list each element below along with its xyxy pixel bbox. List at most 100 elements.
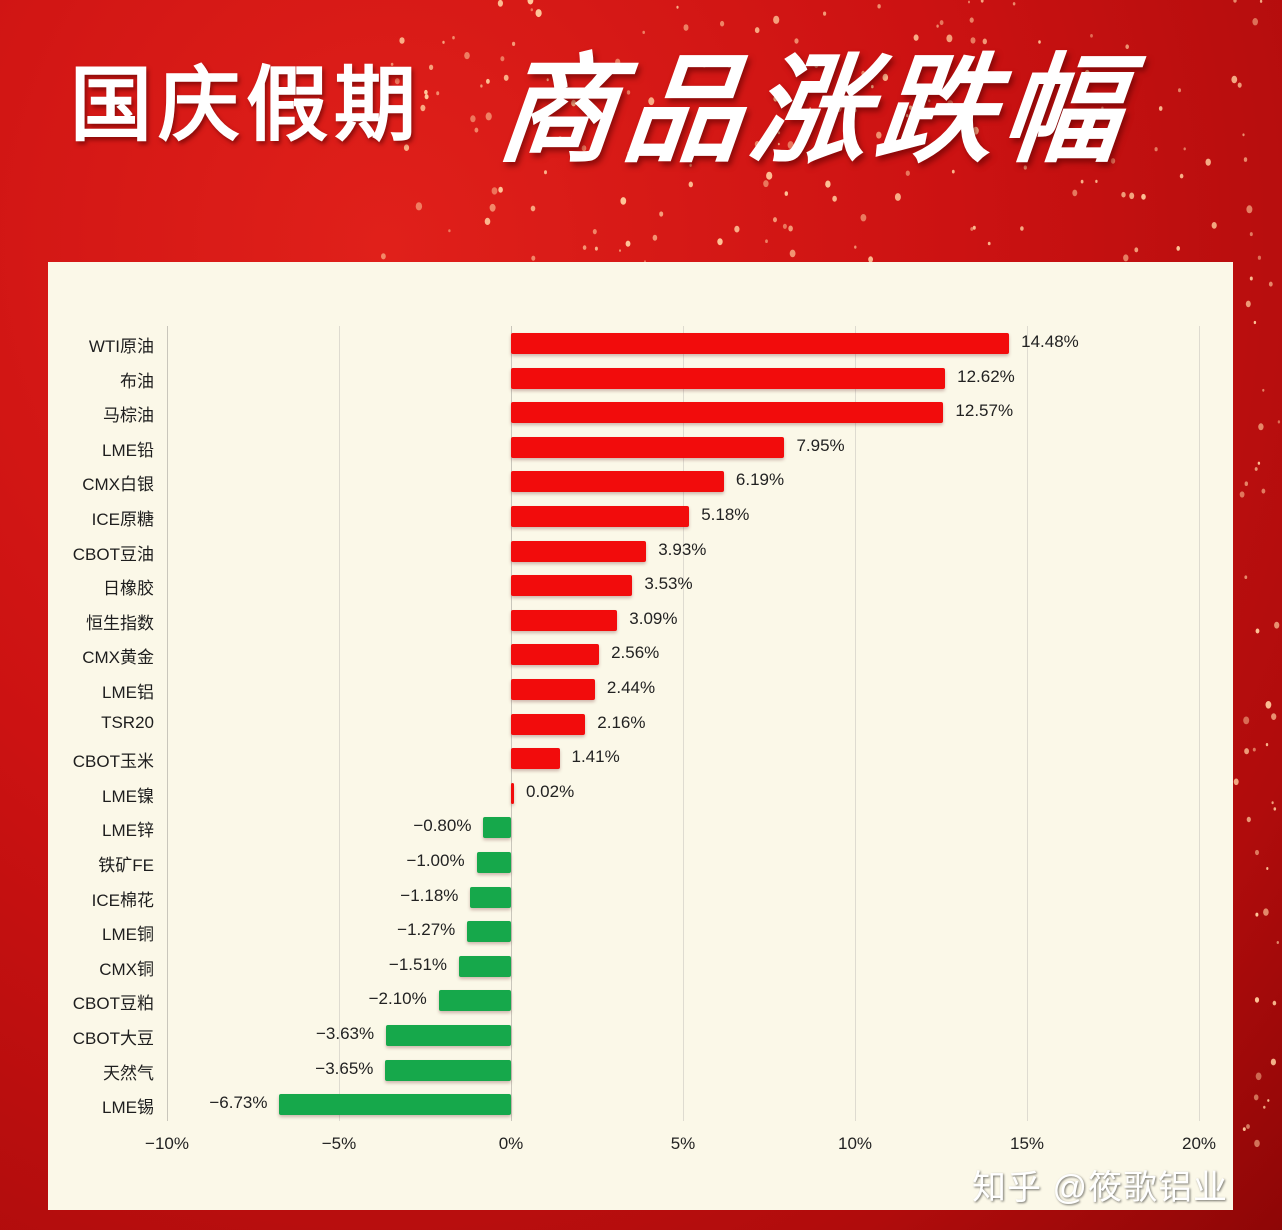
negative-bar	[459, 956, 511, 977]
value-label: 14.48%	[1021, 332, 1079, 351]
value-label: 3.93%	[658, 540, 707, 559]
positive-bar	[511, 437, 785, 458]
chart-row: TSR20 2.16%	[0, 707, 1282, 741]
value-label: −0.80%	[413, 816, 472, 835]
chart-row: WTI原油 14.48%	[0, 326, 1282, 360]
category-label: CBOT豆油	[72, 545, 154, 564]
x-tick-label: 15%	[1009, 1134, 1045, 1153]
category-label: LME锡	[102, 1098, 154, 1117]
category-label: 天然气	[103, 1064, 154, 1083]
chart-row: LME铝 2.44%	[0, 672, 1282, 706]
chart-row: LME锌 −0.80%	[0, 810, 1282, 844]
value-label: −1.27%	[397, 920, 456, 939]
value-label: −1.18%	[400, 886, 459, 905]
category-label: 马棕油	[103, 406, 154, 425]
gridline	[855, 326, 856, 1121]
category-label: 布油	[120, 372, 154, 391]
positive-bar	[511, 748, 560, 769]
negative-bar	[467, 921, 511, 942]
negative-bar	[470, 887, 511, 908]
category-label: CMX铜	[99, 960, 154, 979]
gridline	[1027, 326, 1028, 1121]
x-tick-label: 0%	[498, 1134, 524, 1153]
value-label: −6.73%	[209, 1093, 268, 1112]
chart-row: LME铜 −1.27%	[0, 914, 1282, 948]
chart-row: CBOT豆油 3.93%	[0, 534, 1282, 568]
category-label: LME铝	[102, 683, 154, 702]
category-label: LME铅	[102, 441, 154, 460]
value-label: 7.95%	[796, 436, 845, 455]
negative-bar	[483, 817, 511, 838]
category-label: ICE棉花	[91, 891, 154, 910]
positive-bar	[511, 506, 690, 527]
chart-row: CMX铜 −1.51%	[0, 949, 1282, 983]
chart-row: 铁矿FE −1.00%	[0, 845, 1282, 879]
positive-bar	[511, 333, 1010, 354]
value-label: 6.19%	[735, 470, 785, 489]
value-label: 5.18%	[701, 505, 750, 524]
category-label: CBOT大豆	[72, 1029, 154, 1048]
x-tick-label: 20%	[1181, 1134, 1217, 1153]
chart-row: ICE原糖 5.18%	[0, 499, 1282, 533]
chart-row: 布油 12.62%	[0, 361, 1282, 395]
chart-row: 天然气 −3.65%	[0, 1053, 1282, 1087]
category-label: LME锌	[102, 821, 154, 840]
value-label: −1.00%	[406, 851, 465, 870]
category-label: CBOT玉米	[72, 752, 154, 771]
chart-row: ICE棉花 −1.18%	[0, 880, 1282, 914]
category-label: 恒生指数	[86, 614, 154, 633]
value-label: 2.56%	[611, 643, 660, 662]
positive-bar	[511, 471, 724, 492]
value-label: −3.63%	[315, 1024, 375, 1043]
category-label: CMX黄金	[82, 648, 154, 667]
value-label: 1.41%	[571, 747, 620, 766]
chart-row: CBOT玉米 1.41%	[0, 741, 1282, 775]
x-tick-label: 10%	[837, 1134, 873, 1153]
gridline	[167, 326, 168, 1121]
category-label: CMX白银	[82, 475, 154, 494]
positive-bar	[511, 541, 647, 562]
chart-row: LME铅 7.95%	[0, 430, 1282, 464]
category-label: ICE原糖	[91, 510, 154, 529]
chart-row: CBOT大豆 −3.63%	[0, 1018, 1282, 1052]
category-label: TSR20	[101, 713, 154, 732]
chart-row: LME镍 0.02%	[0, 776, 1282, 810]
gridline	[1199, 326, 1200, 1121]
positive-bar	[511, 368, 946, 389]
value-label: −2.10%	[368, 989, 427, 1008]
x-tick-label: −10%	[145, 1134, 189, 1153]
value-label: 0.02%	[526, 782, 575, 801]
title-holiday: 国庆假期	[70, 58, 423, 153]
positive-bar	[511, 644, 600, 665]
positive-bar	[511, 714, 586, 735]
positive-bar	[511, 783, 514, 804]
chart-row: 日橡胶 3.53%	[0, 568, 1282, 602]
negative-bar	[279, 1094, 511, 1115]
value-label: 2.44%	[606, 678, 656, 697]
value-label: 3.09%	[629, 609, 678, 628]
positive-bar	[511, 575, 633, 596]
negative-bar	[476, 852, 511, 873]
negative-bar	[386, 1025, 511, 1046]
x-tick-label: 5%	[670, 1134, 696, 1153]
category-label: LME镍	[102, 787, 154, 806]
value-label: 3.53%	[644, 574, 693, 593]
category-label: 日橡胶	[103, 579, 154, 598]
category-label: WTI原油	[88, 337, 154, 356]
watermark: 知乎 @筱歌铝业	[972, 1169, 1228, 1207]
chart-row: 马棕油 12.57%	[0, 395, 1282, 429]
positive-bar	[511, 610, 618, 631]
chart-row: CMX白银 6.19%	[0, 464, 1282, 498]
chart-row: CBOT豆粕 −2.10%	[0, 983, 1282, 1017]
value-label: −1.51%	[388, 955, 448, 974]
value-label: 12.62%	[957, 367, 1015, 386]
title-commodity-change: 商品涨跌幅	[491, 40, 1137, 179]
value-label: 12.57%	[955, 401, 1014, 420]
positive-bar	[511, 402, 944, 423]
chart-row: LME锡 −6.73%	[0, 1087, 1282, 1121]
chart-row: CMX黄金 2.56%	[0, 637, 1282, 671]
positive-bar	[511, 679, 595, 700]
gridline	[339, 326, 340, 1121]
value-label: −3.65%	[315, 1059, 374, 1078]
chart-row: 恒生指数 3.09%	[0, 603, 1282, 637]
